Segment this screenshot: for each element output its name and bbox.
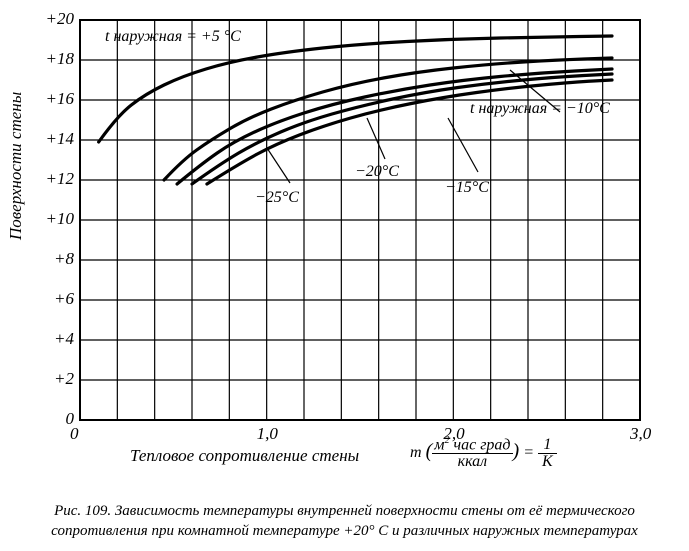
y-tick: +16: [46, 89, 74, 109]
curve-label: −25°C: [255, 189, 299, 207]
y-tick: +8: [54, 249, 74, 269]
x-axis-label: Тепловое сопротивление стены: [130, 446, 359, 466]
x-axis-unit: m ( м2 час град ккал ) = 1 K: [410, 436, 557, 470]
x-tick: 0: [70, 424, 79, 444]
curve-label: −20°C: [355, 163, 399, 181]
curve-label: t наружная = −10°C: [470, 100, 610, 118]
figure-caption: Рис. 109. Зависимость температуры внутре…: [30, 501, 659, 542]
y-tick: +2: [54, 369, 74, 389]
y-tick: +12: [46, 169, 74, 189]
y-tick: +18: [46, 49, 74, 69]
y-tick: +10: [46, 209, 74, 229]
x-tick: 3,0: [630, 424, 651, 444]
x-tick: 2,0: [443, 424, 464, 444]
curve-m10: [164, 58, 612, 180]
x-tick: 1,0: [257, 424, 278, 444]
y-tick: +4: [54, 329, 74, 349]
y-axis-label: Поверхности стены: [6, 92, 26, 240]
curve-p5: [99, 36, 612, 142]
y-tick: +6: [54, 289, 74, 309]
curve-label: t наружная = +5 °C: [105, 28, 241, 46]
y-tick: +20: [46, 9, 74, 29]
y-tick: +14: [46, 129, 74, 149]
curve-label: −15°C: [445, 179, 489, 197]
